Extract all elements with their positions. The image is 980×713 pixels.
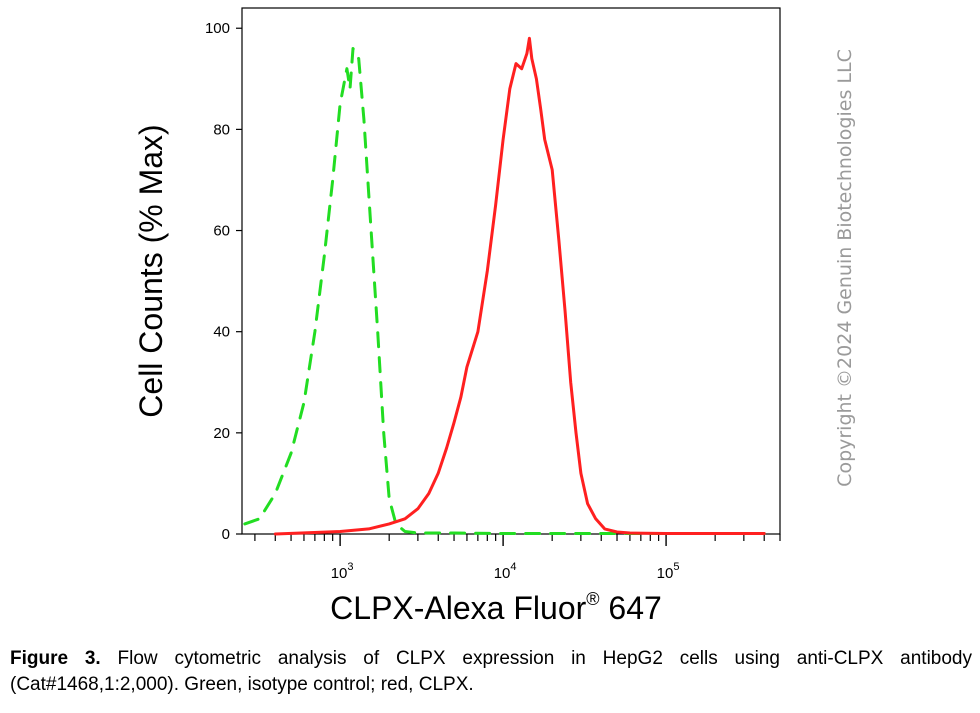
y-tick-label: 80	[213, 121, 230, 138]
x-axis-title: CLPX-Alexa Fluor® 647	[330, 589, 662, 626]
y-tick-label: 0	[222, 526, 230, 543]
series-layer	[243, 36, 766, 536]
x-axis-title-tail: 647	[600, 590, 662, 626]
y-tick-label: 60	[213, 223, 230, 240]
x-tick-label: 104	[494, 561, 517, 582]
x-tick-label: 105	[657, 561, 680, 582]
watermark: Copyright ©2024 Genuin Biotechnologies L…	[834, 49, 856, 487]
isotype-control-line	[243, 47, 766, 535]
y-tick-label: 20	[213, 425, 230, 442]
caption-text: Flow cytometric analysis of CLPX express…	[10, 648, 972, 695]
chart: 0 20 40 60 80 100 103 104 105 Cell Counts (% Ma…	[133, 7, 856, 626]
x-axis-title-main: CLPX-Alexa Fluor	[330, 590, 586, 626]
clpx-line	[273, 36, 766, 536]
x-axis: 103 104 105	[254, 534, 781, 582]
figure-label: Figure 3.	[10, 648, 101, 669]
x-axis-title-sup: ®	[586, 589, 599, 609]
figure-caption: Figure 3. Flow cytometric analysis of CL…	[10, 646, 972, 698]
y-axis-title: Cell Counts (% Max)	[133, 124, 169, 417]
y-tick-label: 100	[205, 20, 230, 37]
x-tick-label: 103	[331, 561, 354, 582]
y-axis: 0 20 40 60 80 100	[205, 20, 242, 543]
y-tick-label: 40	[213, 324, 230, 341]
